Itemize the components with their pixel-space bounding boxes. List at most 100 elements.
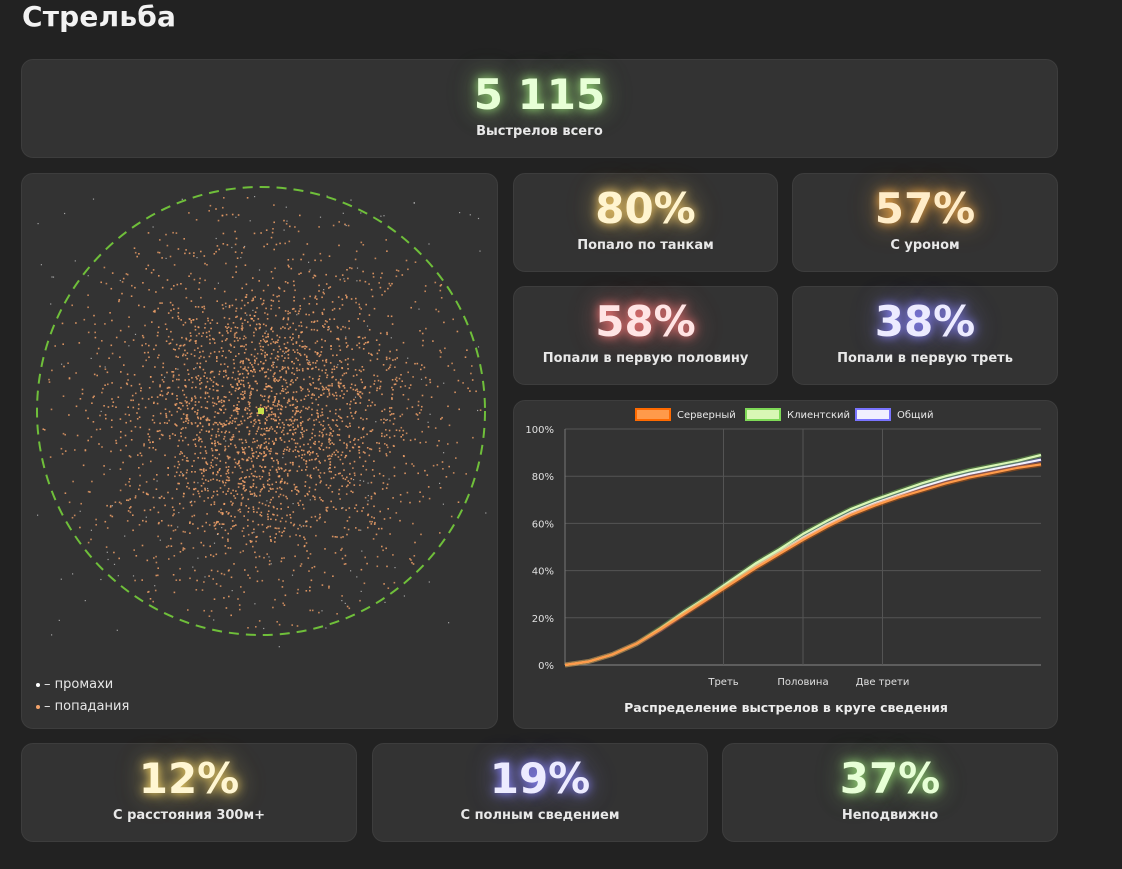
hit-point — [197, 306, 200, 308]
hit-point — [358, 391, 361, 393]
hit-point — [217, 219, 220, 222]
hit-point — [193, 481, 196, 484]
hit-point — [261, 413, 264, 416]
hit-point — [277, 380, 279, 382]
hit-point — [282, 453, 285, 455]
hit-point — [202, 368, 205, 371]
hit-point — [142, 282, 144, 284]
hit-point — [346, 269, 348, 271]
hit-point — [170, 309, 172, 312]
hit-point — [219, 408, 221, 410]
hit-point — [225, 479, 228, 481]
hit-point — [197, 347, 199, 349]
hit-point — [296, 400, 298, 403]
hit-point — [299, 524, 301, 526]
hit-point — [159, 394, 161, 396]
hit-point — [307, 394, 310, 396]
hit-point — [134, 496, 137, 499]
hit-point — [257, 419, 260, 421]
hit-point — [364, 386, 367, 388]
hit-point — [372, 276, 375, 278]
hit-point — [148, 447, 151, 449]
hit-point — [233, 346, 236, 348]
hit-point — [405, 259, 408, 262]
hit-point — [133, 247, 136, 249]
hit-point — [71, 516, 74, 519]
hit-point — [247, 574, 249, 576]
hit-point — [223, 197, 225, 199]
hit-point — [179, 579, 181, 581]
hit-point — [293, 439, 295, 441]
hit-point — [341, 557, 344, 560]
hit-point — [294, 442, 297, 445]
hit-point — [251, 341, 253, 343]
hit-point — [268, 395, 271, 397]
hit-point — [191, 397, 193, 399]
hit-point — [227, 540, 229, 542]
hit-point — [184, 321, 187, 324]
hit-point — [332, 375, 334, 378]
hit-point — [350, 383, 353, 386]
hit-point — [269, 452, 271, 455]
hit-point — [263, 433, 265, 435]
hit-point — [85, 409, 87, 412]
hit-point — [204, 450, 207, 452]
legend-item[interactable]: Общий — [855, 408, 933, 421]
hit-point — [101, 446, 103, 448]
hit-point — [310, 321, 313, 323]
hit-point — [288, 240, 291, 243]
hit-point — [157, 535, 159, 538]
hit-point — [289, 469, 292, 472]
hit-point — [175, 471, 178, 474]
hit-point — [243, 487, 245, 489]
hit-point — [308, 570, 310, 572]
hit-point — [177, 356, 179, 358]
miss-point — [337, 364, 339, 366]
hit-point — [323, 388, 326, 390]
hit-point — [275, 469, 278, 472]
hit-point — [339, 498, 341, 500]
hit-point — [157, 511, 160, 514]
hit-point — [215, 473, 218, 476]
hit-point — [128, 455, 131, 457]
hit-point — [201, 425, 204, 428]
miss-point — [107, 558, 109, 561]
hit-point — [294, 486, 297, 488]
legend-item[interactable]: Серверный — [635, 408, 736, 421]
hit-point — [391, 397, 393, 399]
hit-point — [298, 335, 300, 337]
hit-point — [231, 276, 234, 278]
hit-point — [184, 436, 187, 439]
hit-point — [291, 308, 294, 310]
hit-point — [225, 396, 227, 398]
hit-point — [218, 443, 220, 445]
hit-point — [191, 471, 193, 473]
hit-point — [341, 374, 344, 377]
hit-point — [329, 362, 332, 364]
hit-point — [198, 436, 200, 439]
hit-point — [183, 493, 185, 495]
hit-point — [265, 441, 267, 443]
hit-point — [272, 375, 275, 378]
miss-point — [263, 627, 265, 630]
hit-point — [292, 524, 295, 527]
hit-point — [271, 440, 274, 443]
hit-point — [194, 397, 197, 399]
hit-point — [325, 404, 328, 407]
hit-point — [381, 545, 383, 548]
hit-point — [221, 425, 224, 428]
hit-point — [180, 451, 182, 453]
hit-point — [174, 403, 176, 406]
hit-point — [261, 502, 264, 505]
hit-point — [147, 493, 149, 496]
hit-point — [249, 486, 252, 488]
hit-point — [50, 408, 53, 411]
hit-point — [370, 497, 373, 500]
miss-point — [165, 257, 167, 259]
legend-item[interactable]: Клиентский — [745, 408, 850, 421]
hit-point — [296, 369, 298, 372]
hit-point — [315, 466, 317, 469]
hit-point — [378, 447, 381, 450]
hit-point — [328, 390, 330, 392]
hit-point — [212, 555, 215, 558]
